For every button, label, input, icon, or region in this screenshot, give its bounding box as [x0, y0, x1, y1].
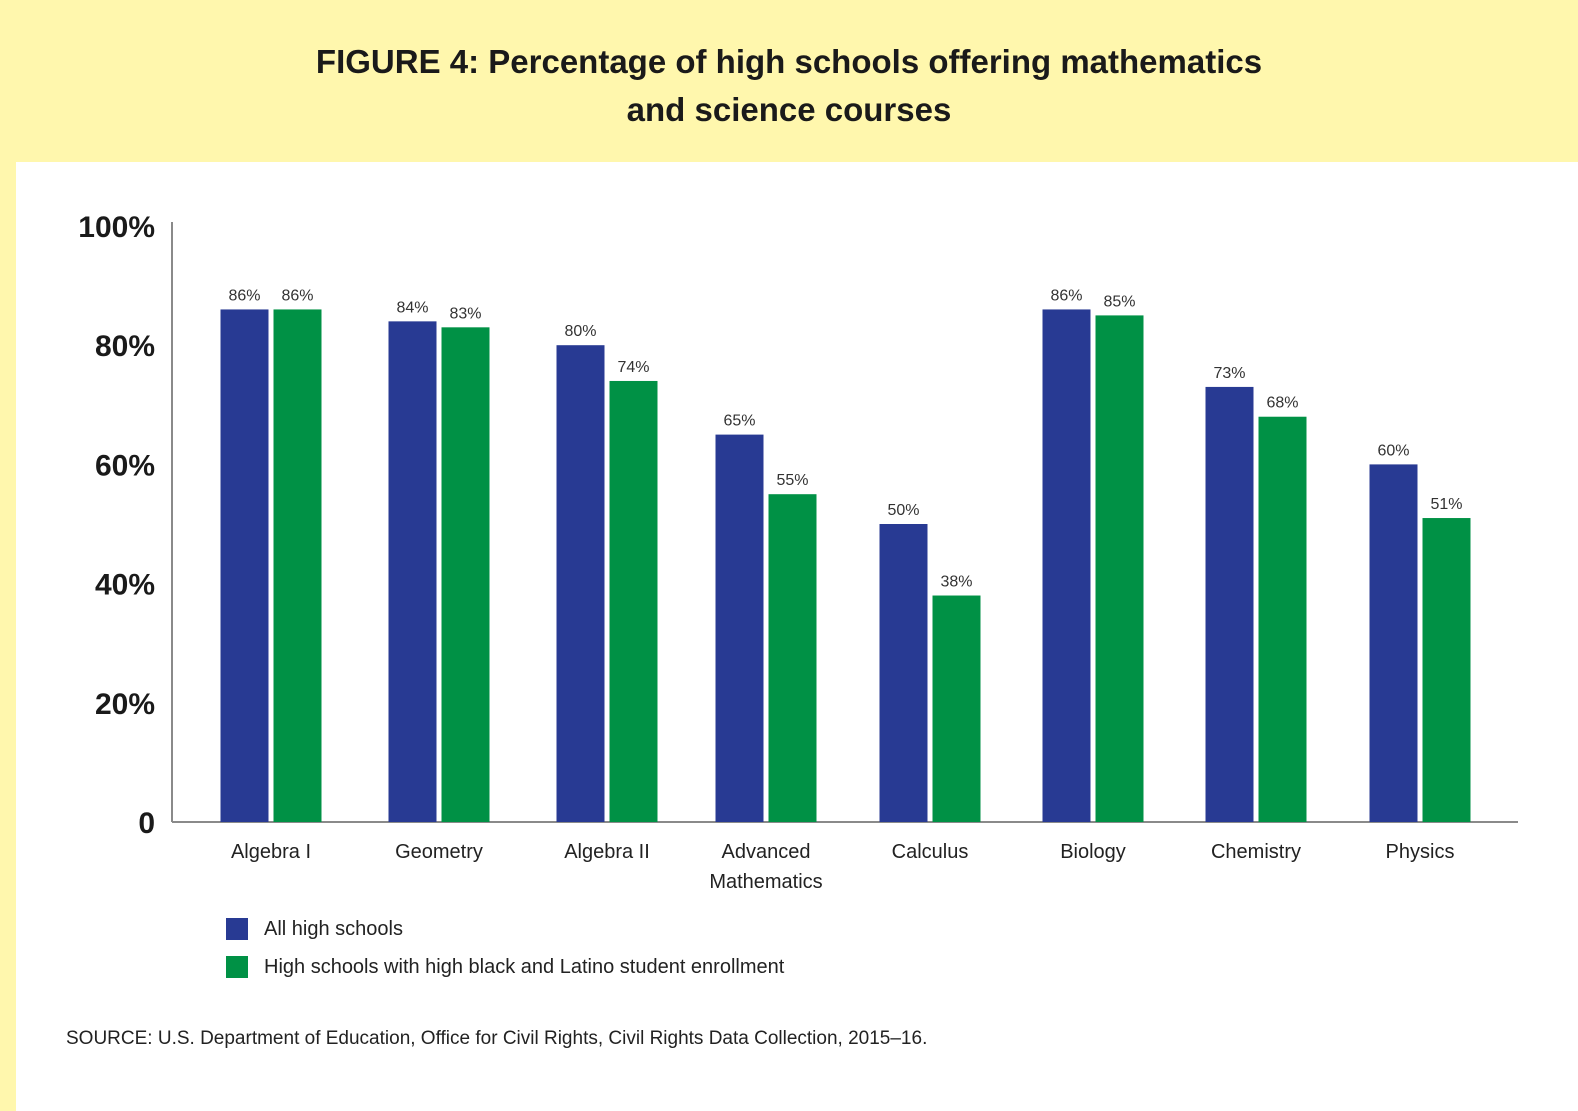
bar-value-label: 85%	[1103, 293, 1135, 310]
legend: All high schools High schools with high …	[226, 910, 784, 986]
bar-value-label: 38%	[940, 574, 972, 591]
bar-high-6	[1258, 416, 1307, 822]
bar-value-label: 68%	[1266, 395, 1298, 412]
legend-label-high: High schools with high black and Latino …	[264, 955, 785, 978]
x-tick-label: Advanced	[722, 841, 811, 863]
source-note: SOURCE: U.S. Department of Education, Of…	[66, 1028, 928, 1049]
chart-title-line-2: and science courses	[626, 91, 952, 128]
bar-value-label: 80%	[564, 323, 596, 340]
chart-title-line-1: FIGURE 4: Percentage of high schools off…	[315, 43, 1263, 80]
legend-item-all: All high schools	[226, 910, 784, 948]
legend-item-high: High schools with high black and Latino …	[226, 948, 784, 986]
bar-value-label: 83%	[449, 305, 481, 322]
x-tick-label: Chemistry	[1211, 841, 1301, 863]
bar-high-4	[932, 595, 981, 822]
x-tick-label: Calculus	[892, 841, 969, 863]
bar-all-2	[556, 345, 605, 822]
x-tick-label: Geometry	[395, 841, 483, 863]
x-tick-label: Physics	[1386, 841, 1455, 863]
bar-all-1	[388, 321, 437, 822]
bar-high-7	[1422, 518, 1471, 822]
bar-value-label: 50%	[887, 502, 919, 519]
bar-all-0	[220, 309, 269, 822]
y-tick-label: 20%	[95, 688, 155, 721]
bar-high-2	[609, 380, 658, 822]
bar-value-label: 51%	[1430, 496, 1462, 513]
bar-value-label: 86%	[1050, 287, 1082, 304]
bar-value-label: 65%	[723, 413, 755, 430]
bar-all-5	[1042, 309, 1091, 822]
x-tick-label: Algebra I	[231, 841, 311, 863]
bar-value-label: 55%	[776, 472, 808, 489]
chart-title: FIGURE 4: Percentage of high schools off…	[0, 38, 1578, 134]
bar-high-0	[273, 309, 322, 822]
bar-value-label: 84%	[396, 299, 428, 316]
y-tick-label: 0	[138, 807, 155, 840]
bar-high-5	[1095, 315, 1144, 822]
y-tick-label: 80%	[95, 330, 155, 363]
bar-high-1	[441, 327, 490, 822]
bar-value-label: 73%	[1213, 365, 1245, 382]
legend-label-all: All high schools	[264, 917, 403, 940]
bar-all-3	[715, 434, 764, 822]
bar-all-4	[879, 524, 928, 822]
x-tick-label: Biology	[1060, 841, 1126, 863]
bar-high-3	[768, 494, 817, 822]
x-tick-label: Mathematics	[709, 871, 822, 893]
x-tick-label: Algebra II	[564, 841, 650, 863]
bar-all-6	[1205, 386, 1254, 822]
bar-value-label: 86%	[281, 287, 313, 304]
y-tick-label: 40%	[95, 569, 155, 602]
bar-all-7	[1369, 464, 1418, 822]
bar-value-label: 86%	[228, 287, 260, 304]
legend-swatch-high	[226, 956, 248, 978]
legend-swatch-all	[226, 918, 248, 940]
y-tick-label: 60%	[95, 449, 155, 482]
bar-value-label: 74%	[617, 359, 649, 376]
bar-value-label: 60%	[1377, 442, 1409, 459]
y-tick-label: 100%	[78, 211, 155, 244]
